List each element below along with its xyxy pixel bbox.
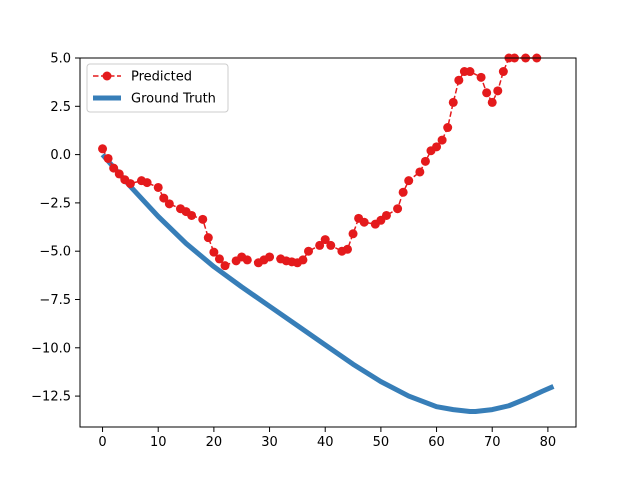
predicted-point — [404, 176, 414, 186]
predicted-point — [209, 247, 219, 257]
predicted-point — [487, 97, 497, 107]
predicted-point — [159, 193, 169, 203]
predicted-point — [415, 167, 425, 177]
x-tick-label: 10 — [150, 435, 167, 450]
predicted-point — [420, 156, 430, 166]
predicted-point — [98, 144, 108, 154]
series-ground-truth-line — [100, 152, 555, 415]
predicted-point — [326, 240, 336, 250]
predicted-point — [242, 255, 252, 265]
x-tick-label: 0 — [98, 435, 106, 450]
predicted-point — [465, 67, 475, 77]
predicted-point — [315, 240, 325, 250]
predicted-point — [482, 88, 492, 98]
y-tick-label: −12.5 — [31, 390, 71, 405]
x-tick-label: 70 — [484, 435, 501, 450]
x-tick-label: 40 — [317, 435, 334, 450]
predicted-point — [114, 169, 124, 179]
y-tick-label: −10.0 — [31, 341, 71, 356]
x-tick-label: 20 — [206, 435, 223, 450]
predicted-point — [220, 261, 230, 271]
predicted-point — [125, 179, 135, 189]
plot-area — [98, 53, 555, 415]
x-tick-label: 80 — [540, 435, 557, 450]
x-tick-label: 30 — [261, 435, 278, 450]
predicted-point — [476, 72, 486, 82]
predicted-point — [198, 214, 208, 224]
series-predicted-line — [101, 57, 537, 267]
predicted-point — [448, 97, 458, 107]
predicted-point — [304, 246, 314, 256]
predicted-point — [214, 254, 224, 264]
y-tick-label: 2.5 — [50, 100, 71, 115]
x-tick-label: 60 — [428, 435, 445, 450]
legend-ground-truth-label: Ground Truth — [131, 92, 216, 107]
predicted-point — [298, 255, 308, 265]
predicted-point — [398, 187, 408, 197]
axes: 0 10 20 30 40 50 60 70 80 5.0 2.5 0.0 −2.5 −5.0 −7.5 −1… — [31, 52, 577, 450]
predicted-point — [153, 182, 163, 192]
predicted-point — [109, 163, 119, 173]
predicted-point — [187, 210, 197, 220]
y-tick-label: 0.0 — [50, 148, 71, 163]
predicted-point — [320, 235, 330, 245]
legend-predicted-label: Predicted — [131, 70, 192, 85]
legend-predicted-marker — [102, 71, 112, 81]
predicted-point — [348, 229, 358, 239]
predicted-point — [432, 142, 442, 152]
y-tick-label: 5.0 — [50, 52, 71, 67]
predicted-point — [493, 86, 503, 96]
legend-frame — [86, 63, 229, 113]
y-tick-label: −7.5 — [39, 293, 71, 308]
predicted-point — [393, 204, 403, 214]
legend: Predicted Ground Truth — [86, 63, 229, 113]
predicted-point — [443, 123, 453, 133]
predicted-point — [203, 233, 213, 243]
predicted-point — [381, 210, 391, 220]
y-tick-label: −5.0 — [39, 245, 71, 260]
predicted-point — [142, 178, 152, 188]
axes-frame — [79, 57, 577, 428]
x-tick-label: 50 — [373, 435, 390, 450]
predicted-point — [103, 153, 113, 163]
predicted-point — [454, 75, 464, 85]
predicted-point — [498, 67, 508, 77]
predicted-point — [437, 135, 447, 145]
predicted-point — [342, 244, 352, 254]
predicted-point — [164, 199, 174, 209]
y-tick-label: −2.5 — [39, 196, 71, 211]
predicted-point — [359, 217, 369, 227]
predicted-point — [265, 252, 275, 262]
